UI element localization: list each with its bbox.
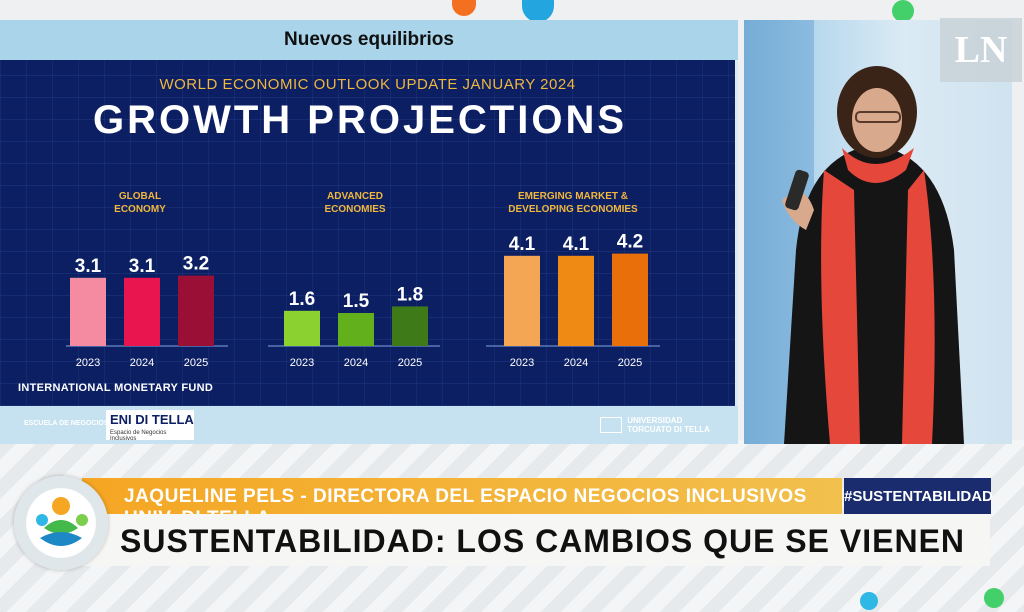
chart-tick-label-1-0: 2023 [290,357,314,369]
chart-tick-label-2-2: 2025 [618,357,642,369]
chart-data-label-0-0: 3.1 [75,256,102,277]
program-emblem [14,476,108,570]
decor-dot-cyan [860,592,878,610]
eni-logo-subtitle: Espacio de Negocios Inclusivos [110,430,167,442]
slide-body: WORLD ECONOMIC OUTLOOK UPDATE JANUARY 20… [0,60,735,406]
utdt-line2: TORCUATO DI TELLA [627,425,710,434]
chart-data-label-1-1: 1.5 [343,291,370,312]
chart-bar-2-0 [504,255,540,346]
chart-tick-label-0-2: 2025 [184,357,208,369]
hashtag-badge: #SUSTENTABILIDAD [844,478,993,514]
slide-grid-background [0,60,735,406]
chart-tick-label-0-1: 2024 [130,357,154,369]
headline-bar: SUSTENTABILIDAD: LOS CAMBIOS QUE SE VIEN… [82,514,990,566]
utdt-line1: UNIVERSIDAD [627,416,683,425]
decor-dot-green [892,0,914,22]
chart-tick-label-2-0: 2023 [510,357,534,369]
eni-logo: ENI DI TELLA Espacio de Negocios Inclusi… [106,410,194,442]
chart-data-label-0-1: 3.1 [129,256,156,277]
growth-bar-charts: 3.1 2023 3.1 2024 3.2 2025 1.6 2023 1.5 2024 1.8 20… [66,232,660,369]
speaker-camera-feed [744,20,1012,444]
chart-bar-1-0 [284,310,320,346]
source-label: INTERNATIONAL MONETARY FUND [18,382,214,394]
utdt-mark-icon [600,417,622,433]
chart-tick-label-0-0: 2023 [76,357,100,369]
decor-dot-orange [452,0,476,16]
chart-bar-1-1 [338,313,374,346]
chart-bar-0-0 [70,277,106,346]
chart-tick-label-2-1: 2024 [564,357,588,369]
chart-data-label-2-0: 4.1 [509,234,536,255]
chart-title-advanced: ADVANCED ECONOMIES [324,191,386,215]
chart-title-emerging: EMERGING MARKET & DEVELOPING ECONOMIES [508,191,638,215]
chart-bar-0-2 [178,275,214,346]
chart-data-label-2-2: 4.2 [617,232,643,253]
chart-bar-2-2 [612,253,648,346]
slide-header-title: Nuevos equilibrios [284,29,454,50]
chart-bar-2-1 [558,255,594,346]
chart-data-label-1-2: 1.8 [397,284,423,305]
chart-data-label-0-2: 3.2 [183,254,209,275]
speaker-figure [744,20,964,444]
chart-tick-label-1-2: 2025 [398,357,422,369]
chart-bar-1-2 [392,306,428,346]
slide-subtitle: WORLD ECONOMIC OUTLOOK UPDATE JANUARY 20… [159,76,576,93]
chart-tick-label-1-1: 2024 [344,357,368,369]
slide-header: Nuevos equilibrios [0,20,738,60]
decor-dot-blue [522,0,554,22]
channel-logo: LN [940,18,1022,82]
speaker-lower-third: JAQUELINE PELS - DIRECTORA DEL ESPACIO N… [82,478,842,529]
escuela-label: ESCUELA DE NEGOCIOS [24,420,109,427]
chart-data-label-2-1: 4.1 [563,234,590,255]
slide-footer: ESCUELA DE NEGOCIOS ENI DI TELLA Espacio… [0,406,738,444]
headline-text: SUSTENTABILIDAD: LOS CAMBIOS QUE SE VIEN… [120,523,966,559]
slide-title: GROWTH PROJECTIONS [92,98,628,142]
chart-bar-0-1 [124,277,160,346]
presentation-screen: Nuevos equilibrios WORLD ECONOMIC OUTLOO… [0,20,738,444]
hashtag-text: #SUSTENTABILIDAD [844,488,993,505]
utdt-logo: UNIVERSIDAD TORCUATO DI TELLA [600,416,710,434]
chart-title-global: GLOBAL ECONOMY [114,191,166,215]
emblem-icon [36,497,88,546]
eni-logo-text: ENI DI TELLA [110,412,194,427]
channel-logo-text: LN [954,29,1008,71]
decor-dot-green-bottom [984,588,1004,608]
chart-data-label-1-0: 1.6 [289,289,315,310]
